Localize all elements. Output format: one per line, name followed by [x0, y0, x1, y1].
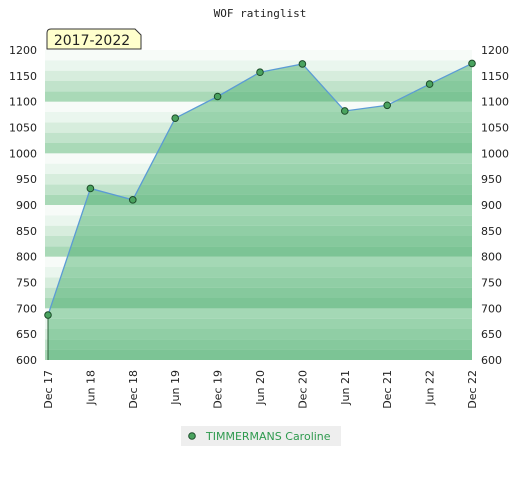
- legend-marker: [188, 432, 196, 440]
- data-point: [129, 196, 137, 204]
- y-tick-label-right: 950: [481, 173, 502, 186]
- y-tick-label-left: 1000: [9, 147, 37, 160]
- x-tick-label: Jun 18: [84, 370, 97, 406]
- y-tick-label-left: 850: [16, 225, 37, 238]
- y-tick-label-left: 600: [16, 354, 37, 367]
- y-tick-label-left: 950: [16, 173, 37, 186]
- x-tick-label: Dec 18: [127, 370, 140, 409]
- series-area: [48, 63, 472, 360]
- data-point: [213, 92, 222, 101]
- y-tick-label-left: 900: [16, 199, 37, 212]
- legend: TIMMERMANS Caroline: [181, 426, 341, 446]
- y-tick-label-right: 1050: [481, 122, 509, 135]
- data-point: [298, 60, 307, 68]
- y-tick-label-left: 1050: [9, 122, 37, 135]
- y-tick-label-right: 650: [481, 328, 502, 341]
- y-tick-label-right: 700: [481, 302, 502, 315]
- background-band: [45, 60, 472, 71]
- x-tick-label: Dec 22: [466, 370, 479, 409]
- y-tick-label-right: 600: [481, 354, 502, 367]
- y-tick-label-right: 1150: [481, 70, 509, 83]
- data-point: [171, 114, 179, 122]
- data-point: [86, 184, 95, 193]
- y-tick-label-left: 1150: [9, 70, 37, 83]
- y-tick-label-left: 1100: [9, 96, 37, 109]
- x-tick-label: Dec 17: [42, 370, 55, 409]
- chart-title: WOF ratinglist: [214, 7, 307, 20]
- data-point: [341, 107, 349, 115]
- data-point: [425, 80, 434, 88]
- x-tick-label: Jun 21: [339, 370, 352, 406]
- period-badge: 2017-2022: [46, 28, 142, 50]
- y-tick-label-left: 1200: [9, 44, 37, 57]
- legend-label: TIMMERMANS Caroline: [205, 430, 331, 443]
- legend-box: [181, 426, 341, 446]
- y-tick-label-right: 850: [481, 225, 502, 238]
- data-point: [44, 311, 52, 319]
- y-tick-label-left: 650: [16, 328, 37, 341]
- x-tick-label: Dec 19: [212, 370, 225, 409]
- period-badge-box: [46, 28, 142, 50]
- y-tick-label-right: 1000: [481, 147, 509, 160]
- data-point: [468, 59, 476, 68]
- x-tick-label: Jun 19: [169, 370, 182, 406]
- y-tick-label-left: 700: [16, 302, 37, 315]
- data-point: [256, 68, 264, 77]
- y-tick-label-right: 1100: [481, 96, 509, 109]
- x-tick-label: Dec 21: [381, 370, 394, 409]
- y-tick-label-right: 750: [481, 277, 502, 290]
- y-tick-label-right: 800: [481, 251, 502, 264]
- x-tick-label: Jun 20: [254, 370, 267, 406]
- x-tick-label: Jun 22: [424, 370, 437, 406]
- data-point: [383, 101, 392, 110]
- y-tick-label-left: 750: [16, 277, 37, 290]
- y-tick-label-left: 800: [16, 251, 37, 264]
- period-badge-label: 2017-2022: [54, 33, 130, 49]
- x-tick-label: Dec 20: [296, 370, 309, 409]
- y-tick-label-right: 900: [481, 199, 502, 212]
- background-band: [45, 50, 472, 61]
- y-tick-label-right: 1200: [481, 44, 509, 57]
